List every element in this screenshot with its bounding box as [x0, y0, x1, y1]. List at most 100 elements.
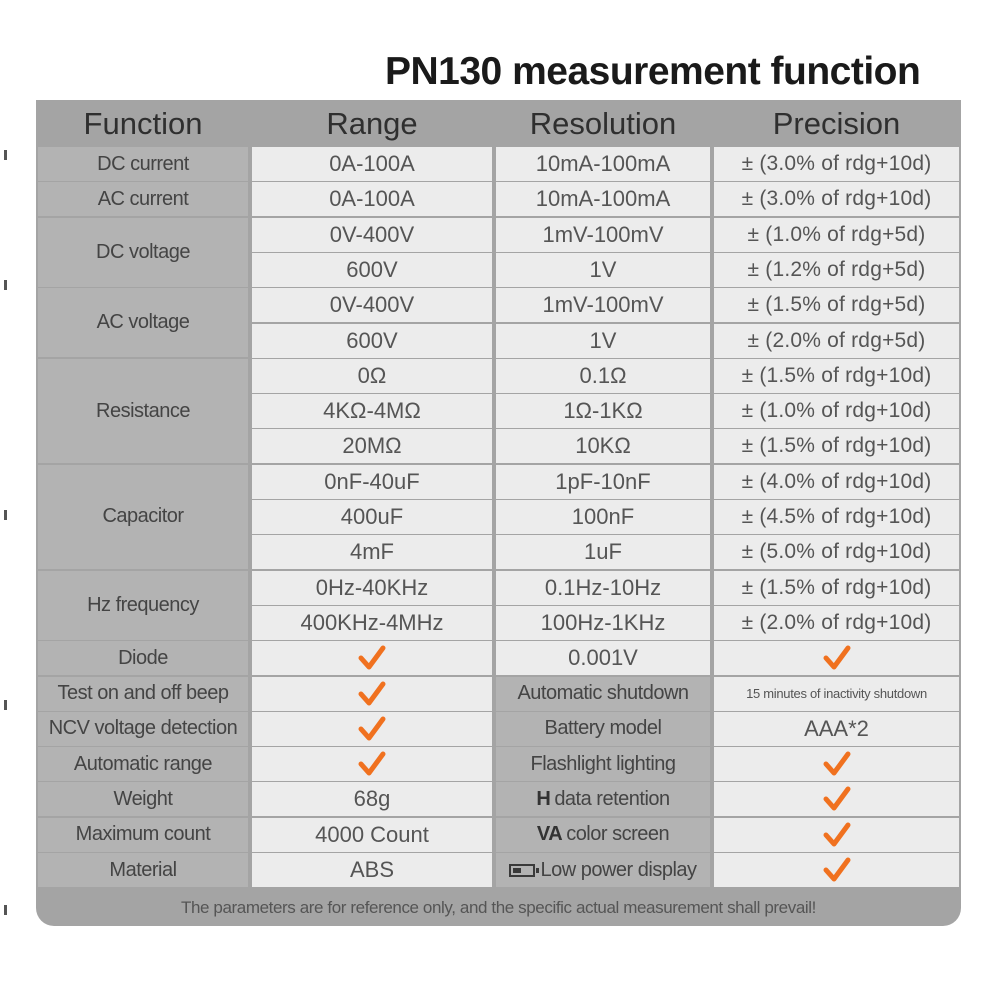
resolution-value: 100nF [496, 500, 710, 534]
precision-value: ± (1.2% of rdg+5d) [714, 252, 959, 287]
range-value: 20MΩ [252, 429, 492, 464]
function-label: DC voltage [38, 217, 248, 287]
feature-label-bold: H [536, 787, 551, 810]
feature-check [714, 817, 959, 852]
precision-value: ± (2.0% of rdg+10d) [714, 605, 959, 640]
range-value: 600V [252, 323, 492, 358]
precision-value: ± (1.5% of rdg+5d) [714, 288, 959, 323]
edge-mark [4, 510, 7, 520]
edge-mark [4, 905, 7, 915]
header-resolution: Resolution [496, 104, 710, 144]
feature-check [714, 747, 959, 782]
footer-disclaimer: The parameters are for reference only, a… [181, 898, 816, 917]
range-value: 400uF [252, 500, 492, 534]
edge-mark [4, 280, 7, 290]
header-precision: Precision [714, 104, 959, 144]
range-value: 0Ω [252, 358, 492, 393]
diode-label: Diode [38, 641, 248, 676]
feature-check [252, 747, 492, 782]
header-function: Function [38, 104, 248, 144]
feature-value: ABS [252, 853, 492, 887]
precision-value: ± (1.0% of rdg+10d) [714, 394, 959, 429]
feature-label: Test on and off beep [38, 676, 248, 711]
checkmark-icon [823, 786, 850, 811]
feature-label: Weight [38, 782, 248, 817]
function-label: AC current [38, 182, 248, 217]
feature-label: VA color screen [496, 817, 710, 852]
function-label: AC voltage [38, 288, 248, 358]
resolution-value: 1mV-100mV [496, 288, 710, 323]
feature-label: NCV voltage detection [38, 711, 248, 746]
resolution-value: 0.1Hz-10Hz [496, 570, 710, 605]
feature-label-text: data retention [554, 787, 670, 810]
feature-check [252, 676, 492, 711]
edge-mark [4, 700, 7, 710]
feature-label-text: Low power display [540, 858, 697, 881]
range-value: 0A-100A [252, 182, 492, 217]
feature-label-bold: VA [536, 823, 563, 846]
range-value: 0V-400V [252, 288, 492, 323]
range-value: 400KHz-4MHz [252, 605, 492, 640]
precision-value: ± (2.0% of rdg+5d) [714, 323, 959, 358]
range-value: 0nF-40uF [252, 464, 492, 499]
resolution-value: 100Hz-1KHz [496, 605, 710, 640]
feature-check [714, 782, 959, 817]
diode-range-check [252, 641, 492, 676]
precision-value: ± (1.5% of rdg+10d) [714, 429, 959, 464]
resolution-value: 1V [496, 323, 710, 358]
edge-mark [4, 150, 7, 160]
feature-value: 15 minutes of inactivity shutdown [714, 676, 959, 711]
feature-label: Low power display [496, 853, 710, 887]
checkmark-icon [823, 857, 850, 882]
feature-label: Flashlight lighting [496, 747, 710, 782]
range-value: 0A-100A [252, 147, 492, 181]
feature-value: AAA*2 [714, 711, 959, 746]
precision-value: ± (4.0% of rdg+10d) [714, 464, 959, 499]
function-label: DC current [38, 147, 248, 181]
function-label: Capacitor [38, 464, 248, 570]
precision-value: ± (3.0% of rdg+10d) [714, 182, 959, 217]
resolution-value: 1uF [496, 535, 710, 570]
precision-value: ± (5.0% of rdg+10d) [714, 535, 959, 570]
feature-check [714, 853, 959, 887]
resolution-value: 0.1Ω [496, 358, 710, 393]
resolution-value: 10KΩ [496, 429, 710, 464]
range-value: 4KΩ-4MΩ [252, 394, 492, 429]
function-label: Resistance [38, 358, 248, 464]
header-range: Range [252, 104, 492, 144]
precision-value: ± (3.0% of rdg+10d) [714, 147, 959, 181]
range-value: 0Hz-40KHz [252, 570, 492, 605]
precision-value: ± (1.5% of rdg+10d) [714, 358, 959, 393]
resolution-value: 1mV-100mV [496, 217, 710, 252]
precision-value: ± (1.5% of rdg+10d) [714, 570, 959, 605]
feature-label-text: Flashlight lighting [530, 752, 676, 775]
diode-resolution: 0.001V [496, 641, 710, 676]
checkmark-icon [823, 751, 850, 776]
feature-label-text: Battery model [544, 717, 662, 740]
feature-label-text: Automatic shutdown [517, 682, 689, 704]
resolution-value: 1pF-10nF [496, 464, 710, 499]
resolution-value: 10mA-100mA [496, 147, 710, 181]
checkmark-icon [358, 751, 386, 776]
resolution-value: 1Ω-1KΩ [496, 394, 710, 429]
precision-value: ± (4.5% of rdg+10d) [714, 500, 959, 534]
feature-label: Battery model [496, 711, 710, 746]
feature-check [252, 711, 492, 746]
checkmark-icon [823, 645, 850, 670]
resolution-value: 10mA-100mA [496, 182, 710, 217]
checkmark-icon [358, 716, 386, 741]
feature-value: 4000 Count [252, 817, 492, 852]
page-title: PN130 measurement function [385, 50, 921, 93]
range-value: 4mF [252, 535, 492, 570]
precision-value: ± (1.0% of rdg+5d) [714, 217, 959, 252]
function-label: Hz frequency [38, 570, 248, 640]
feature-label: Automatic shutdown [496, 676, 710, 711]
feature-label: Automatic range [38, 747, 248, 782]
feature-label-text: color screen [566, 823, 670, 846]
range-value: 0V-400V [252, 217, 492, 252]
feature-label: Material [38, 853, 248, 887]
range-value: 600V [252, 252, 492, 287]
checkmark-icon [823, 822, 850, 847]
resolution-value: 1V [496, 252, 710, 287]
